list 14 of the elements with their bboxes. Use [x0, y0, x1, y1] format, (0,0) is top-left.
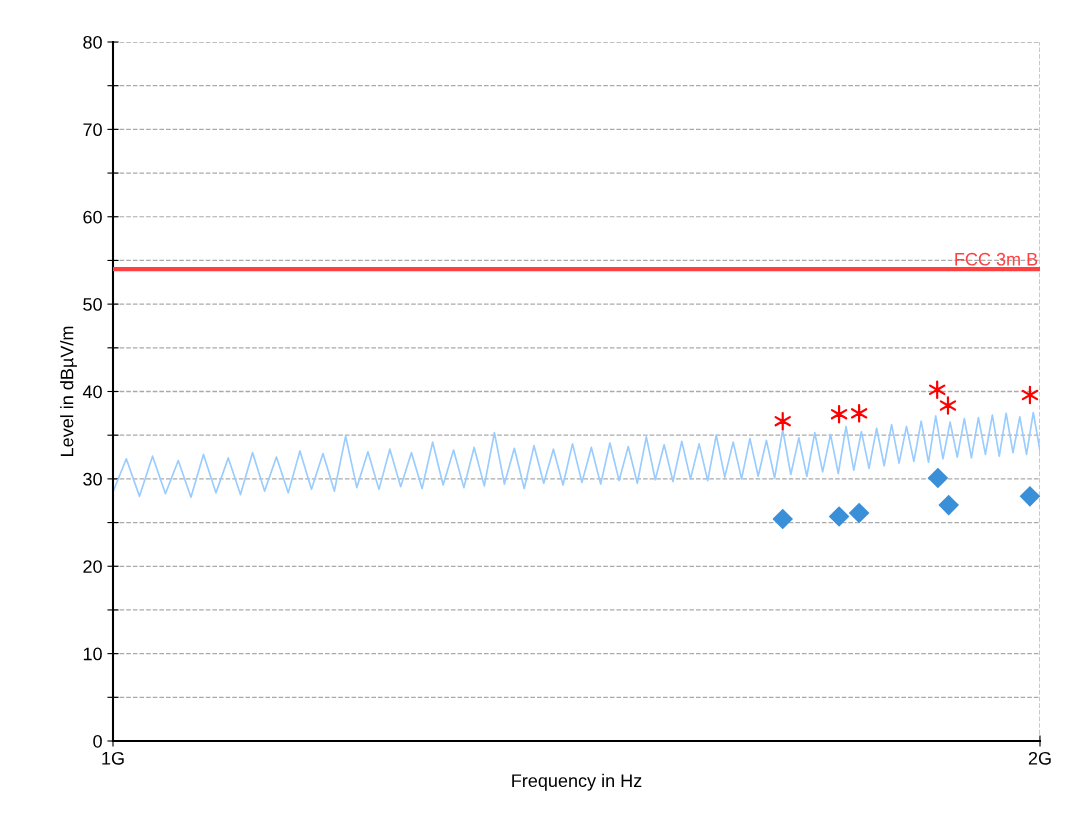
y-tick-label: 0	[93, 734, 102, 748]
y-tick-label: 10	[83, 647, 102, 661]
x-tick-label: 1G	[102, 751, 124, 765]
y-tick-label: 70	[83, 123, 102, 137]
y-tick-label: 20	[83, 560, 102, 573]
y-tick-label: 40	[82, 385, 102, 399]
x-tick-label: 2G	[1028, 751, 1051, 765]
y-tick-label: 30	[83, 472, 102, 486]
y-tick-label: 80	[83, 35, 102, 49]
ref-line-label: FCC 3m B	[955, 252, 1038, 266]
y-axis-title: Level in dBµV/m	[60, 326, 77, 456]
y-tick-label: 50	[83, 298, 102, 311]
x-axis-title: Frequency in Hz	[512, 773, 642, 791]
y-tick-label: 60	[83, 210, 102, 224]
